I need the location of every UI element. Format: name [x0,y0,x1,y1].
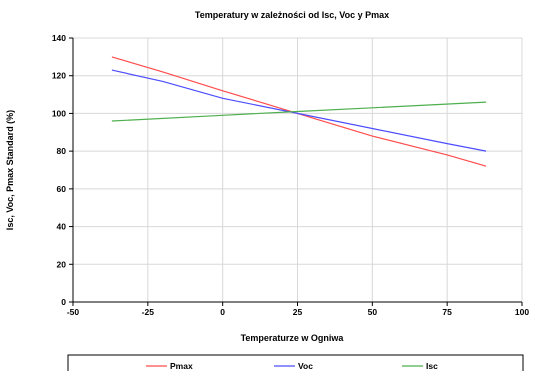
y-tick-label: 60 [57,184,67,194]
y-tick-label: 20 [57,259,67,269]
x-tick-label: 50 [368,307,378,317]
legend-label-isc: Isc [426,361,438,371]
series-line-isc [111,101,487,122]
legend-label-voc: Voc [298,361,313,371]
x-tick-label: 25 [293,307,303,317]
x-tick-label: 0 [220,307,225,317]
x-tick-label: -25 [142,307,155,317]
y-tick-label: 80 [57,146,67,156]
legend-label-pmax: Pmax [170,361,193,371]
x-axis-ticks: -50 -25 0 25 50 75 100 [67,302,529,317]
x-axis-label: Temperaturze w Ogniwa [241,333,345,343]
y-tick-label: 140 [52,33,66,43]
y-axis-ticks: 0 20 40 60 80 100 120 140 [52,33,73,307]
y-tick-label: 100 [52,108,66,118]
legend-box [67,354,524,371]
series-lines [111,56,487,167]
legend: Pmax Voc Isc [146,361,438,371]
y-tick-label: 0 [61,297,66,307]
series-line-voc [111,69,487,152]
x-tick-label: 75 [442,307,452,317]
chart-title: Temperatury w zależności od Isc, Voc y P… [195,10,389,20]
y-tick-label: 120 [52,71,66,81]
x-tick-label: 100 [515,307,529,317]
y-axis-label: Isc, Voc, Pmax Standard (%) [5,110,15,230]
grid-lines [73,37,523,302]
y-tick-label: 40 [57,222,67,232]
x-tick-label: -50 [67,307,80,317]
